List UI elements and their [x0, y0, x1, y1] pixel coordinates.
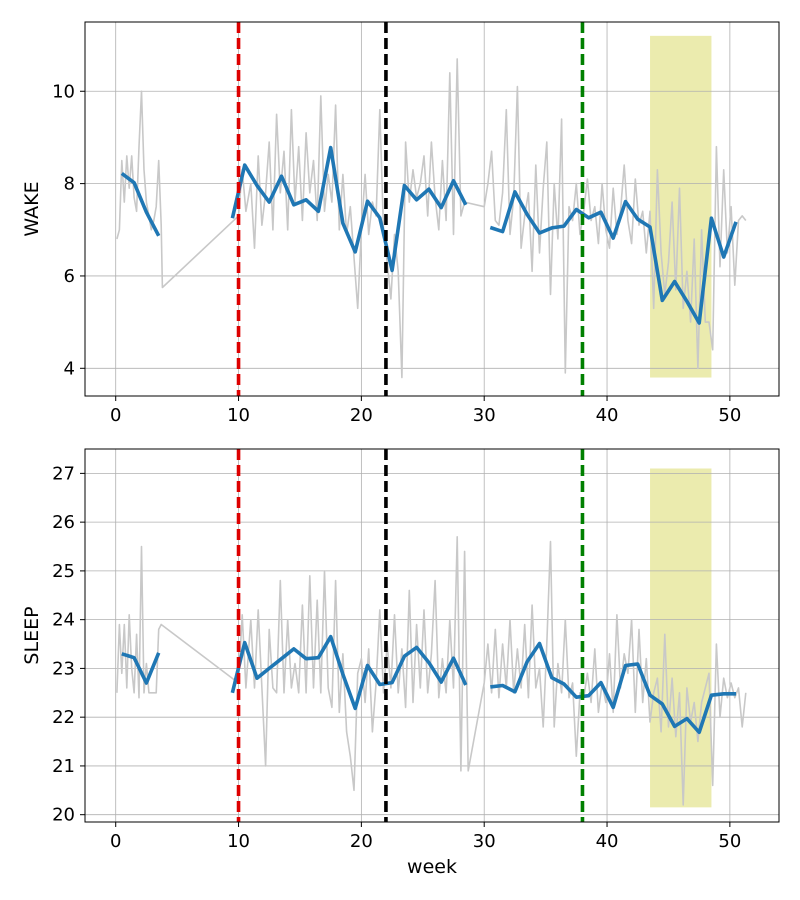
sleep-ytick-label-24: 24	[52, 610, 75, 631]
sleep-raw-line	[116, 535, 747, 806]
wake-panel: 0 10 20 30 40 50 4 6 8 10 WAKE	[21, 21, 780, 426]
wake-xtick-label-30: 30	[473, 405, 496, 426]
sleep-ytick-label-25: 25	[52, 561, 75, 582]
sleep-xtick-label-30: 30	[473, 831, 496, 852]
sleep-ylabel: SLEEP	[21, 606, 43, 664]
sleep-ytick-label-20: 20	[52, 805, 75, 826]
wake-xtick-label-50: 50	[718, 405, 741, 426]
sleep-panel: 0 10 20 30 40 50 20 21 22 23 24 25 26 27 SLEEP week	[21, 448, 780, 878]
wake-ytick-label-6: 6	[64, 266, 75, 287]
sleep-axes-frame	[84, 448, 780, 823]
wake-weekly-line-1	[230, 145, 468, 273]
wake-xtick-label-0: 0	[110, 405, 121, 426]
wake-xtick-label-20: 20	[350, 405, 373, 426]
wake-xtick-label-10: 10	[227, 405, 250, 426]
sleep-ytick-label-22: 22	[52, 707, 75, 728]
sleep-ytick-label-23: 23	[52, 658, 75, 679]
sleep-shaded-region	[650, 468, 712, 808]
sleep-xtick-label-0: 0	[110, 831, 121, 852]
sleep-xtick-label-50: 50	[718, 831, 741, 852]
wake-ylabel: WAKE	[21, 181, 43, 236]
wake-axes-frame	[84, 21, 780, 397]
wake-weekly-line-0	[120, 171, 161, 237]
sleep-ytick-label-26: 26	[52, 512, 75, 533]
wake-ytick-label-4: 4	[64, 358, 75, 379]
wake-xtick-label-40: 40	[596, 405, 619, 426]
wake-weekly-line-2	[489, 190, 738, 325]
sleep-ytick-label-21: 21	[52, 756, 75, 777]
wake-ytick-label-8: 8	[64, 174, 75, 195]
wake-ytick-label-10: 10	[52, 81, 75, 102]
sleep-xlabel: week	[407, 856, 457, 878]
sleep-xtick-label-20: 20	[350, 831, 373, 852]
sleep-weekly-line-1	[230, 634, 468, 711]
sleep-ytick-label-27: 27	[52, 463, 75, 484]
sleep-weekly-line-0	[121, 652, 161, 685]
sleep-xtick-label-40: 40	[596, 831, 619, 852]
sleep-weekly-line-2	[490, 641, 736, 735]
sleep-xtick-label-10: 10	[227, 831, 250, 852]
